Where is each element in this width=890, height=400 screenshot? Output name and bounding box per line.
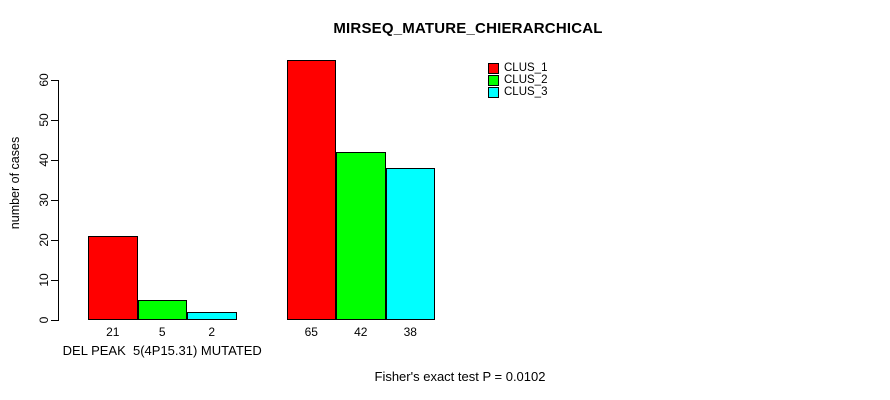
y-tick-label: 30	[37, 193, 51, 207]
y-tick-mark	[51, 280, 58, 281]
legend-item-clus-2: CLUS_2	[488, 74, 547, 86]
y-tick-mark	[51, 240, 58, 241]
legend-item-clus-3: CLUS_3	[488, 86, 547, 98]
y-tick-label: 10	[37, 273, 51, 287]
y-axis-label: number of cases	[8, 136, 22, 230]
legend-swatch-clus-1	[488, 62, 499, 74]
legend-label-clus-3: CLUS_3	[504, 86, 548, 98]
y-tick-label: 60	[37, 73, 51, 87]
legend-label-clus-1: CLUS_1	[504, 62, 548, 74]
legend-item-clus-1: CLUS_1	[488, 62, 547, 74]
bar-clus_2-group2	[336, 152, 386, 320]
bar-value-label: 5	[158, 325, 166, 339]
bar-value-label: 2	[208, 325, 216, 339]
bar-clus_1-group2	[286, 60, 336, 320]
bar-value-label: 42	[354, 325, 368, 339]
group-label: DEL PEAK 5(4P15.31) MUTATED	[62, 343, 262, 358]
y-tick-label: 0	[37, 316, 51, 324]
chart-title: MIRSEQ_MATURE_CHIERARCHICAL	[333, 20, 603, 37]
legend-swatch-clus-2	[488, 74, 499, 86]
bar-clus_3-group1	[187, 312, 237, 320]
annotation-text: Fisher's exact test P = 0.0102	[374, 369, 546, 384]
y-tick-mark	[51, 320, 58, 321]
y-tick-label: 50	[37, 113, 51, 127]
y-tick-mark	[51, 80, 58, 81]
legend: CLUS_1 CLUS_2 CLUS_3	[488, 62, 547, 98]
bar-value-label: 21	[106, 325, 120, 339]
y-tick-label: 40	[37, 153, 51, 167]
bar-clus_1-group1	[88, 236, 138, 320]
legend-swatch-clus-3	[488, 86, 499, 98]
bar-clus_3-group2	[385, 168, 435, 320]
legend-label-clus-2: CLUS_2	[504, 74, 548, 86]
bar-value-label: 38	[403, 325, 417, 339]
y-tick-label: 20	[37, 233, 51, 247]
y-axis-line	[58, 80, 59, 321]
y-tick-mark	[51, 120, 58, 121]
y-tick-mark	[51, 200, 58, 201]
bar-value-label: 65	[304, 325, 318, 339]
bar-clus_2-group1	[137, 300, 187, 320]
y-tick-mark	[51, 160, 58, 161]
